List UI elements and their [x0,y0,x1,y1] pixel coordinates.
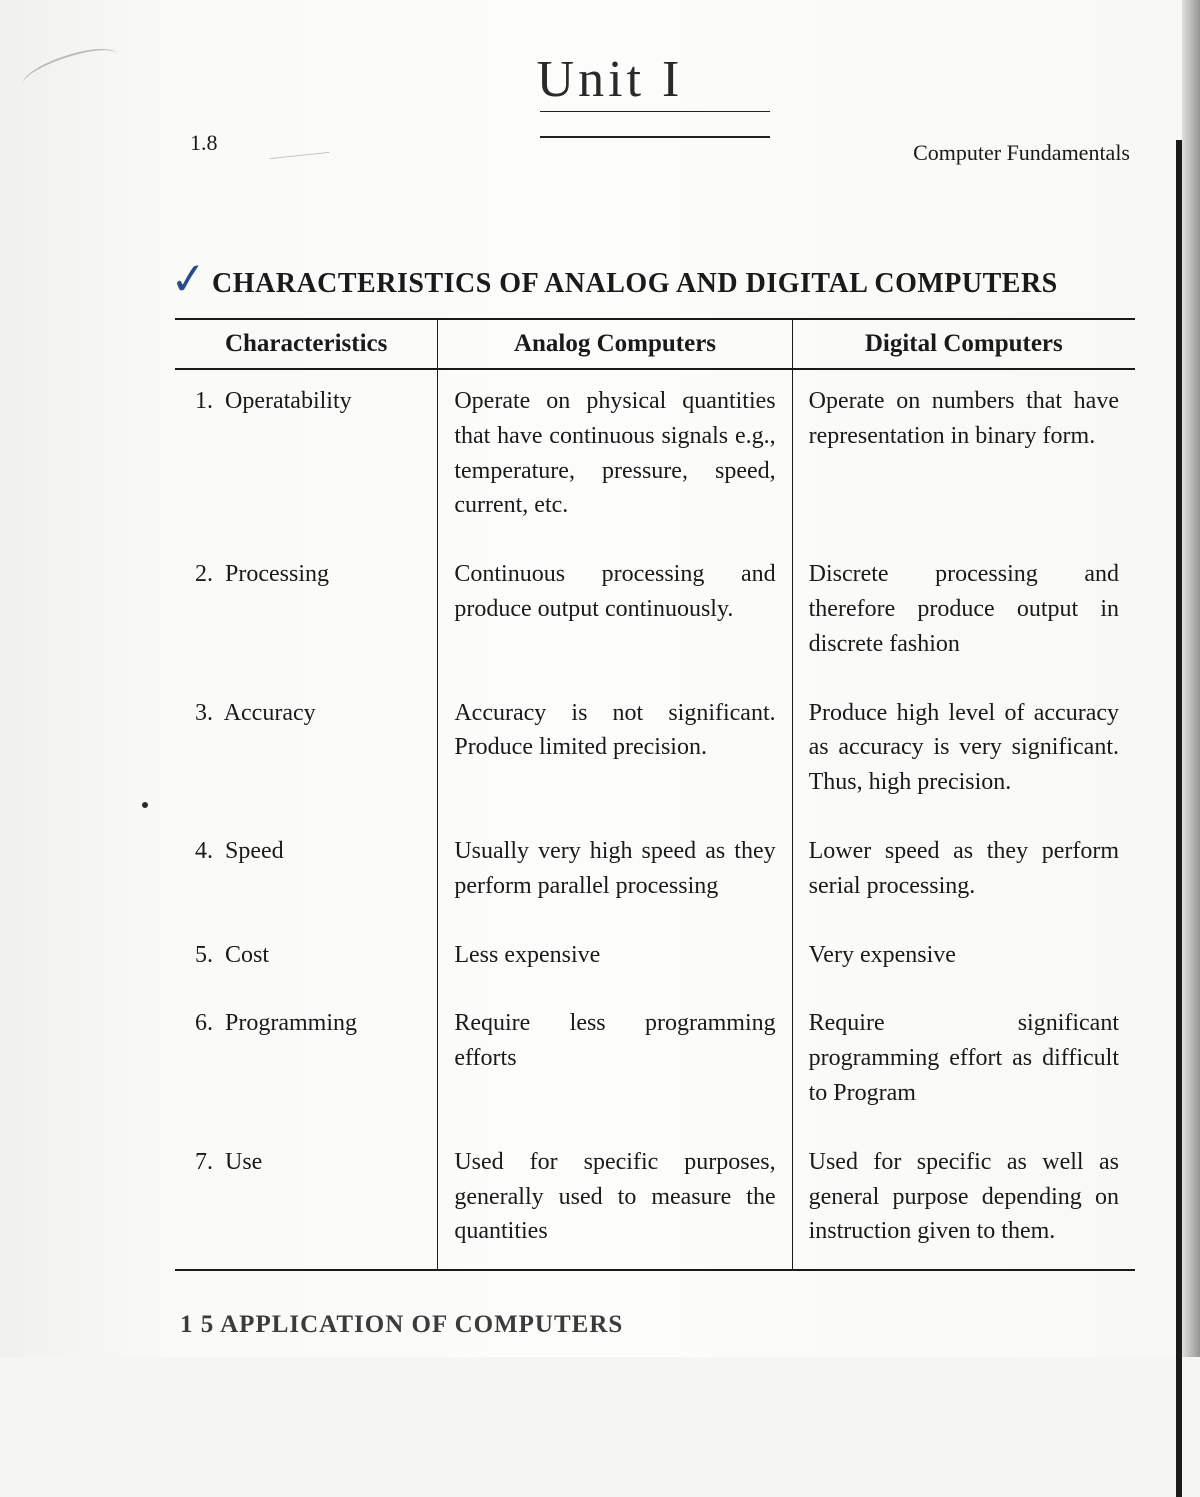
scan-edge-shadow [1182,0,1200,1357]
cell-digital: Require significant programming effort a… [792,992,1135,1130]
cell-digital: Lower speed as they perform serial proce… [792,820,1135,924]
header-characteristics: Characteristics [175,319,438,369]
section-title-wrap: ✓ CHARACTERISTICS OF ANALOG AND DIGITAL … [180,268,1140,300]
cell-analog: Usually very high speed as they perform … [438,820,792,924]
cell-characteristic: 1. Operatability [175,369,438,543]
scan-edge-bar [1176,140,1182,1497]
cell-characteristic: 6. Programming [175,992,438,1130]
cell-analog: Used for specific purposes, generally us… [438,1131,792,1270]
cell-characteristic: 3. Accuracy [175,682,438,820]
cell-analog: Require less programming efforts [438,992,792,1130]
table-row: 4. Speed Usually very high speed as they… [175,820,1135,924]
cell-digital: Discrete processing and therefore produc… [792,543,1135,681]
cell-digital: Operate on numbers that have representat… [792,369,1135,543]
table-row: 6. Programming Require less programming … [175,992,1135,1130]
scan-artifact-mark [270,152,331,168]
header-digital: Digital Computers [792,319,1135,369]
table-row: 7. Use Used for specific purposes, gener… [175,1131,1135,1270]
table-row: 3. Accuracy Accuracy is not significant.… [175,682,1135,820]
table-row: 5. Cost Less expensive Very expensive [175,924,1135,993]
page-number: 1.8 [190,130,218,156]
cell-analog: Continuous processing and produce output… [438,543,792,681]
cell-characteristic: 4. Speed [175,820,438,924]
table-header-row: Characteristics Analog Computers Digital… [175,319,1135,369]
table-row: 2. Processing Continuous processing and … [175,543,1135,681]
cell-analog: Operate on physical quantities that have… [438,369,792,543]
title-underline-2 [540,136,770,138]
title-underline-1 [540,111,770,116]
cell-analog: Accuracy is not significant. Produce lim… [438,682,792,820]
table-body: 1. Operatability Operate on physical qua… [175,369,1135,1270]
table-row: 1. Operatability Operate on physical qua… [175,369,1135,543]
handwritten-unit-title: Unit I [80,50,1140,109]
cell-analog: Less expensive [438,924,792,993]
document-page: Unit I 1.8 Computer Fundamentals ✓ CHARA… [0,0,1200,1357]
cell-characteristic: 7. Use [175,1131,438,1270]
checkmark-icon: ✓ [168,252,209,306]
cell-digital: Very expensive [792,924,1135,993]
header-analog: Analog Computers [438,319,792,369]
cell-characteristic: 5. Cost [175,924,438,993]
comparison-table: Characteristics Analog Computers Digital… [175,318,1135,1271]
cell-digital: Used for specific as well as general pur… [792,1131,1135,1270]
section-title: CHARACTERISTICS OF ANALOG AND DIGITAL CO… [212,268,1140,300]
scan-artifact-dot [142,802,148,808]
cell-characteristic: 2. Processing [175,543,438,681]
running-header: Computer Fundamentals [913,140,1130,166]
cell-digital: Produce high level of accuracy as accura… [792,682,1135,820]
cutoff-next-section: 1 5 APPLICATION OF COMPUTERS [180,1311,623,1339]
